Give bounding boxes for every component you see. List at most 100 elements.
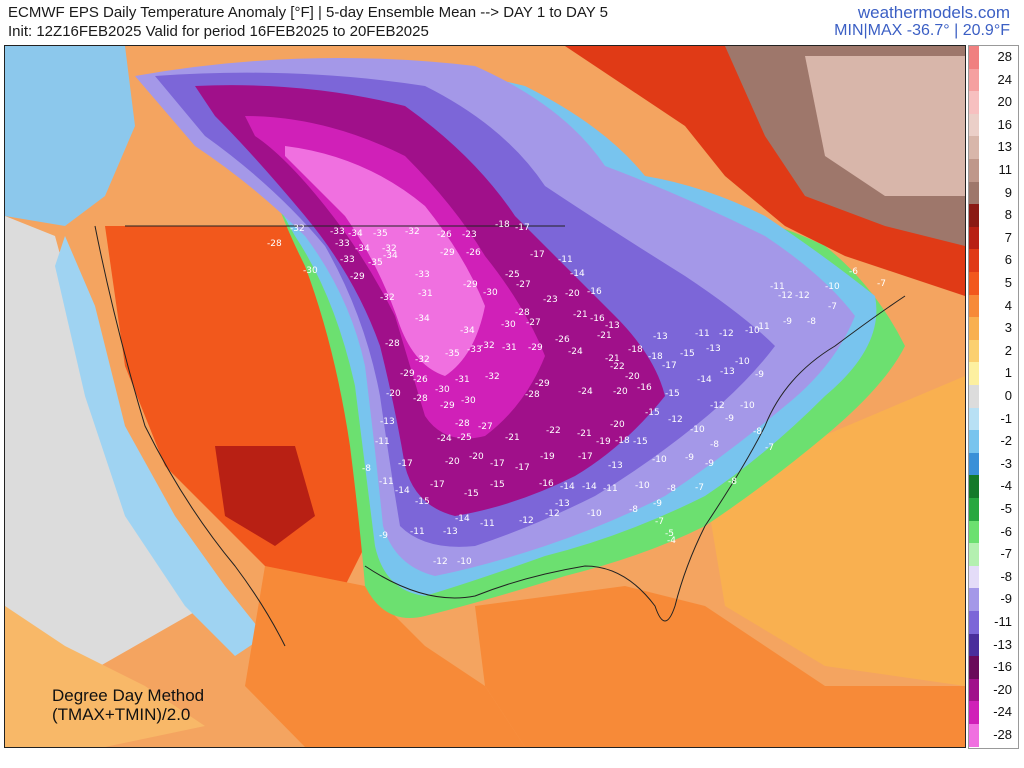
- value-label: -15: [464, 489, 479, 499]
- gulf-warm: [475, 586, 965, 747]
- method-line1: Degree Day Method: [52, 686, 205, 705]
- legend-swatch: -8: [969, 565, 1018, 589]
- value-label: -8: [753, 427, 762, 437]
- brand-label[interactable]: weathermodels.com: [857, 3, 1010, 22]
- legend-swatch: 0: [969, 385, 1018, 408]
- legend-label: 4: [1004, 297, 1012, 313]
- west-coastline: [94, 225, 286, 647]
- value-label: -10: [740, 401, 755, 411]
- value-label: -35: [368, 258, 383, 268]
- legend-color: [969, 633, 979, 657]
- value-label: -30: [303, 266, 318, 276]
- value-label: -12: [668, 415, 683, 425]
- value-label: -21: [597, 331, 612, 341]
- value-label: -17: [662, 361, 677, 371]
- value-label: -21: [573, 310, 588, 320]
- value-label: -22: [610, 362, 625, 372]
- legend-swatch: -3: [969, 452, 1018, 476]
- value-label: -10: [457, 557, 472, 567]
- value-label: -25: [457, 433, 472, 443]
- legend-color: [969, 520, 979, 544]
- legend-label: -20: [993, 681, 1012, 697]
- value-label: -11: [558, 255, 573, 265]
- legend-color: [969, 159, 979, 182]
- value-label: -8: [807, 317, 816, 327]
- map-panel[interactable]: -32 -33 -34 -35 -32 -26 -23 -18 -17 -28 -33 -34 -32-…: [4, 45, 966, 748]
- value-label: -14: [697, 375, 712, 385]
- legend-color: [969, 588, 979, 611]
- value-label: -16: [587, 287, 602, 297]
- anomaly-map[interactable]: -32 -33 -34 -35 -32 -26 -23-18 -17-28 -33 -34 -32-…: [5, 46, 965, 747]
- legend-color: [969, 724, 979, 747]
- value-label: -30: [435, 385, 450, 395]
- value-label: -8: [629, 505, 638, 515]
- value-label: -28: [455, 419, 470, 429]
- value-label: -13: [706, 344, 721, 354]
- value-label: -11: [603, 484, 618, 494]
- value-label: -7: [765, 443, 774, 453]
- pacific-grey-area: [5, 216, 205, 706]
- value-label: -17: [490, 459, 505, 469]
- value-label: -26: [413, 375, 428, 385]
- legend-color: [969, 656, 979, 679]
- value-label: -32: [485, 372, 500, 382]
- value-label: -8: [667, 484, 676, 494]
- value-label: -29: [440, 401, 455, 411]
- legend-color: [969, 294, 979, 318]
- value-label: -14: [582, 482, 597, 492]
- legend-swatch: -7: [969, 543, 1018, 566]
- value-label: -11: [770, 282, 785, 292]
- pink-core: [285, 146, 485, 376]
- value-label: -28: [525, 390, 540, 400]
- value-label: -33: [335, 239, 350, 249]
- legend-color: [969, 385, 979, 408]
- value-label: -26: [555, 335, 570, 345]
- value-label: -21: [577, 429, 592, 439]
- value-label: -26: [437, 230, 452, 240]
- legend-swatch: 4: [969, 294, 1018, 318]
- gulf-coastline: [364, 525, 706, 622]
- value-label: -7: [828, 302, 837, 312]
- value-label: -32: [480, 341, 495, 351]
- legend-color: [969, 249, 979, 272]
- value-label: -19: [540, 452, 555, 462]
- value-label: -34: [355, 244, 370, 254]
- legend-color: [969, 272, 979, 295]
- value-label: -17: [515, 463, 530, 473]
- value-label: -13: [608, 461, 623, 471]
- value-label: -23: [543, 295, 558, 305]
- legend-color: [969, 204, 979, 227]
- method-line2: (TMAX+TMIN)/2.0: [52, 705, 191, 724]
- legend-swatch: 11: [969, 159, 1018, 182]
- value-label: -12: [719, 329, 734, 339]
- value-label: -34: [383, 251, 398, 261]
- value-label: -9: [725, 414, 734, 424]
- value-label: -15: [645, 408, 660, 418]
- legend-swatch: 5: [969, 272, 1018, 295]
- value-label: -31: [418, 289, 433, 299]
- value-label: -7: [877, 279, 886, 289]
- minmax-label: MIN|MAX -36.7° | 20.9°F: [834, 22, 1010, 39]
- legend-swatch: 1: [969, 362, 1018, 385]
- value-label: -14: [455, 514, 470, 524]
- legend-label: 0: [1004, 388, 1012, 403]
- value-label: -12: [519, 516, 534, 526]
- value-label: -7: [655, 517, 664, 527]
- value-label: -29: [440, 248, 455, 258]
- method-note: Degree Day Method (TMAX+TMIN)/2.0: [52, 686, 204, 724]
- legend-label: -1: [1000, 410, 1012, 426]
- value-label: -27: [526, 318, 541, 328]
- value-label: -29: [463, 280, 478, 290]
- legend-swatch: -6: [969, 520, 1018, 544]
- legend-swatch: 13: [969, 136, 1018, 159]
- legend-color: [969, 181, 979, 205]
- value-label: -24: [437, 434, 452, 444]
- value-label: -26: [466, 248, 481, 258]
- legend-label: -2: [1000, 433, 1012, 449]
- value-label: -24: [578, 387, 593, 397]
- legend-color: [969, 46, 979, 69]
- legend-label: -3: [1000, 455, 1012, 471]
- value-label: -10: [735, 357, 750, 367]
- value-label: -32: [290, 224, 305, 234]
- value-label: -29: [528, 343, 543, 353]
